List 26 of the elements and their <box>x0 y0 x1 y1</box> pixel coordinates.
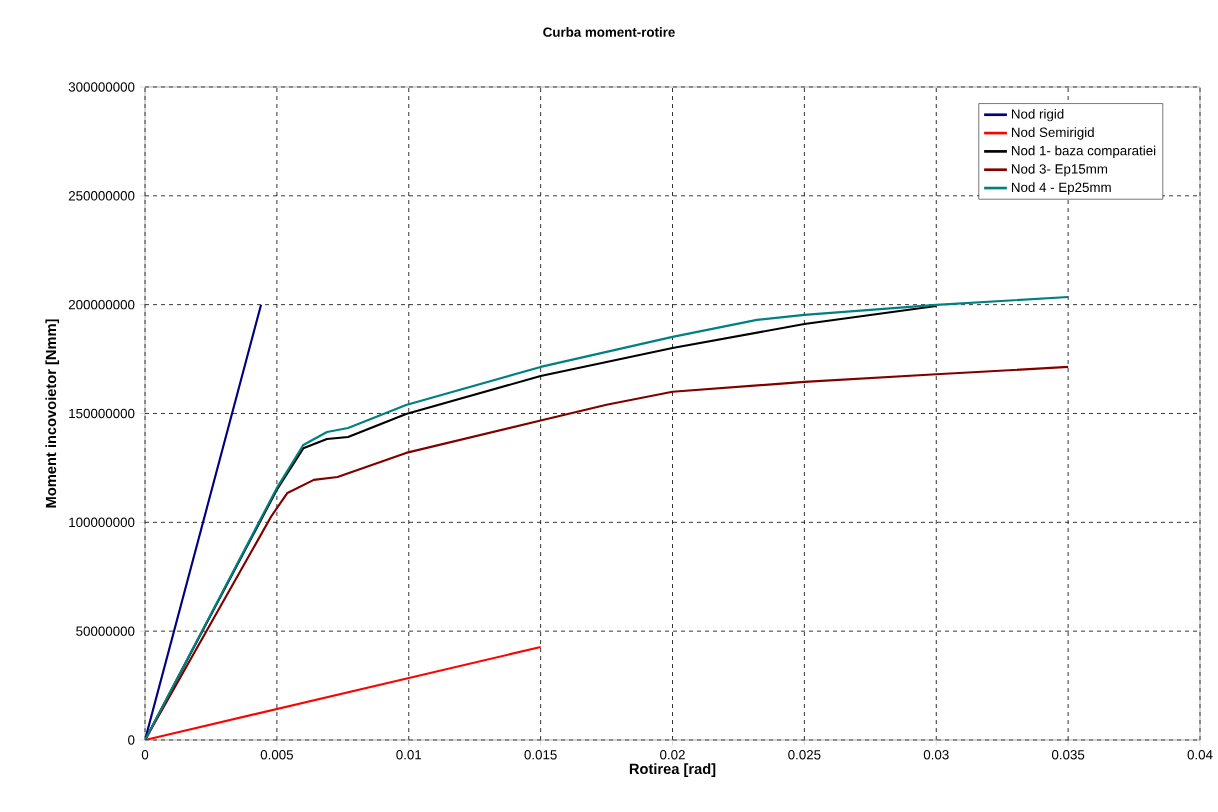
legend-label: Nod Semirigid <box>1011 127 1094 140</box>
x-tick-label: 0.035 <box>1051 750 1085 760</box>
y-tick-label: 250000000 <box>68 191 135 201</box>
y-tick-label: 100000000 <box>69 517 135 528</box>
chart-title: Curba moment-rotire <box>543 27 675 37</box>
line-series <box>145 295 1070 740</box>
x-tick-label: 0 <box>141 750 149 760</box>
y-tick-label: 50000000 <box>76 626 135 636</box>
x-tick-label: 0.015 <box>524 750 557 760</box>
y-axis-title: Moment incovoietor [Nmm] <box>45 319 60 508</box>
legend-label: Nod 1- baza comparatiei <box>1011 145 1156 158</box>
legend-label: Nod 4 - Ep25mm <box>1011 182 1111 195</box>
x-tick-label: 0.04 <box>1187 750 1213 760</box>
y-tick-label: 150000000 <box>69 408 135 419</box>
legend-label: Nod 3- Ep15mm <box>1011 163 1108 177</box>
x-tick-label: 0.01 <box>396 750 422 760</box>
x-axis-title: Rotirea [rad] <box>629 763 716 777</box>
x-tick-label: 0.025 <box>788 750 821 760</box>
x-tick-label: 0.03 <box>923 750 949 760</box>
legend-label: Nod rigid <box>1011 108 1064 122</box>
line-series <box>145 365 1070 740</box>
y-tick-label: 0 <box>128 735 135 745</box>
x-tick-label: 0.02 <box>660 750 685 760</box>
x-tick-label: 0.005 <box>260 750 293 760</box>
y-tick-label: 200000000 <box>68 299 135 310</box>
y-tick-label: 300000000 <box>68 82 135 92</box>
